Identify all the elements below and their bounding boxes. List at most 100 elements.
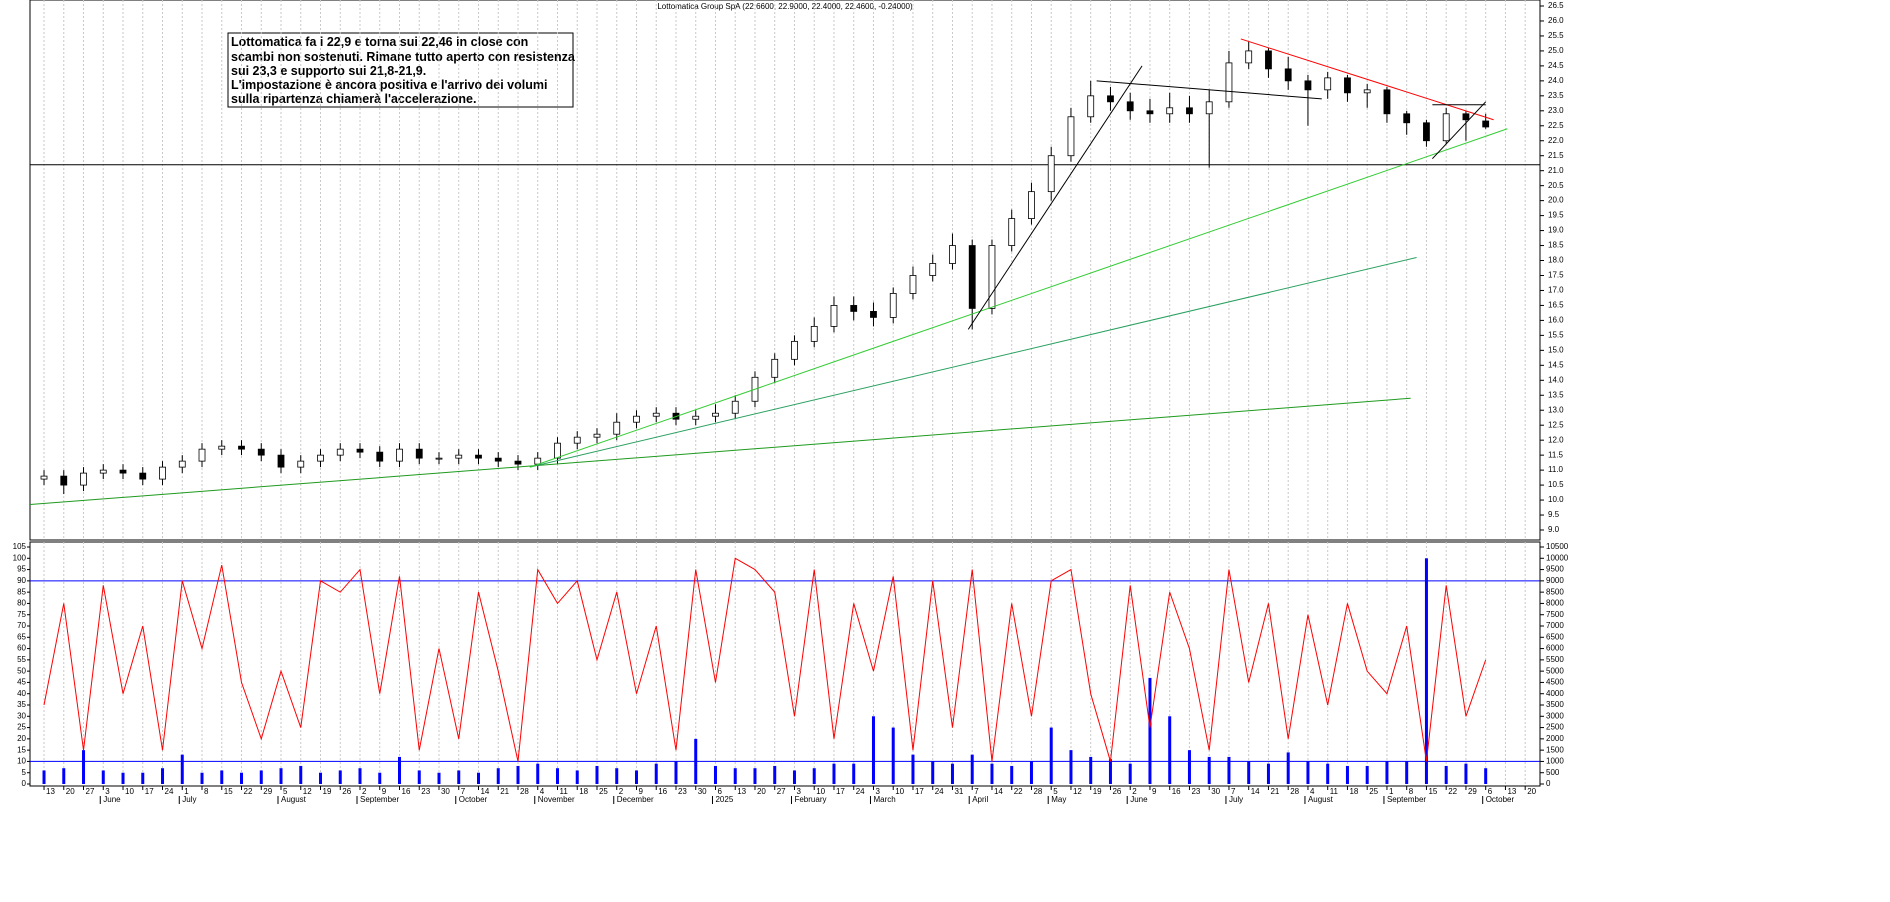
candle-body: [238, 445, 245, 450]
x-tick-label: 8: [1409, 787, 1414, 796]
x-tick-label: 9: [638, 787, 643, 796]
x-tick-label: 28: [1290, 787, 1299, 796]
annotation: sulla ripartenza chiamerà l'accelerazion…: [231, 92, 476, 106]
y-tick-label: 15.5: [1548, 330, 1564, 339]
y2-tick-label: 4000: [1546, 689, 1564, 698]
candle-body: [1205, 101, 1213, 115]
volume-bar: [911, 754, 915, 784]
y-tick-label: 26.0: [1548, 16, 1564, 25]
volume-bar: [358, 768, 362, 784]
candle-body: [1403, 113, 1411, 124]
month-label: September: [1387, 795, 1426, 804]
y-tick-label: 9.0: [1548, 525, 1560, 534]
x-tick-label: 16: [402, 787, 411, 796]
y-tick-label: 24.0: [1548, 76, 1564, 85]
candle-body: [1383, 89, 1391, 115]
x-tick-label: 14: [1251, 787, 1260, 796]
candle-body: [1028, 191, 1035, 219]
volume-bar: [299, 765, 303, 784]
y-tick-label: 0: [22, 779, 27, 788]
month-label: November: [538, 795, 575, 804]
volume-bar: [615, 768, 619, 784]
candle-body: [99, 469, 107, 474]
y-tick-label: 19.5: [1548, 211, 1564, 220]
x-tick-label: 11: [1330, 787, 1339, 796]
y-tick-label: 55: [17, 655, 26, 664]
month-label: June: [103, 795, 121, 804]
y-tick-label: 22.5: [1548, 121, 1564, 130]
x-tick-label: 29: [263, 787, 272, 796]
volume-bar: [437, 772, 441, 784]
y-tick-label: 10.0: [1548, 495, 1564, 504]
x-tick-label: 17: [915, 787, 924, 796]
volume-bar: [319, 772, 323, 784]
y2-tick-label: 7000: [1546, 621, 1564, 630]
candle-body: [277, 454, 285, 468]
volume-bar: [1385, 761, 1389, 784]
candle-body: [257, 448, 265, 456]
y-tick-label: 23.0: [1548, 106, 1564, 115]
volume-bar: [1187, 750, 1191, 784]
month-label: August: [1308, 795, 1334, 804]
y-tick-label: 90: [17, 576, 26, 585]
candle-body: [494, 457, 502, 462]
x-tick-label: 6: [717, 787, 722, 796]
y2-tick-label: 0: [1546, 779, 1551, 788]
trend-line: [1240, 38, 1494, 121]
candle-body: [870, 311, 877, 318]
volume-bar: [1108, 759, 1112, 784]
x-tick-label: 7: [461, 787, 466, 796]
x-tick-label: 19: [323, 787, 332, 796]
volume-bar: [338, 770, 342, 784]
y-tick-label: 80: [17, 599, 26, 608]
candle-body: [1067, 116, 1075, 157]
volume-bar: [1266, 763, 1270, 784]
candle-body: [514, 460, 522, 465]
volume-bar: [832, 763, 836, 784]
candle-body: [1146, 110, 1154, 115]
x-tick-label: 21: [500, 787, 509, 796]
x-tick-label: 29: [1468, 787, 1477, 796]
y-tick-label: 23.5: [1548, 91, 1564, 100]
x-tick-label: 24: [165, 787, 174, 796]
y-tick-label: 24.5: [1548, 61, 1564, 70]
candle-body: [1126, 101, 1134, 112]
candle-body: [968, 245, 976, 309]
x-tick-label: 18: [579, 787, 588, 796]
volume-bar: [279, 768, 283, 784]
candle-body: [613, 421, 621, 435]
y-tick-label: 16.0: [1548, 316, 1564, 325]
volume-bar: [42, 770, 46, 784]
volume-bar: [654, 763, 658, 784]
x-tick-label: 13: [1507, 787, 1516, 796]
x-tick-label: 24: [935, 787, 944, 796]
y2-tick-label: 1000: [1546, 757, 1564, 766]
x-tick-label: 3: [796, 787, 801, 796]
volume-bar: [82, 750, 86, 784]
volume-bar: [62, 768, 66, 784]
candle-body: [652, 412, 660, 417]
candle-body: [1186, 107, 1193, 115]
candle-body: [139, 472, 147, 480]
y2-tick-label: 6500: [1546, 632, 1564, 641]
trend-line: [967, 65, 1143, 330]
volume-bar: [753, 768, 757, 784]
candle-body: [1225, 62, 1233, 103]
y-tick-label: 21.0: [1548, 166, 1564, 175]
x-tick-label: 25: [599, 787, 608, 796]
volume-bar: [457, 770, 461, 784]
candle-body: [692, 415, 700, 420]
x-tick-label: 2: [1132, 787, 1137, 796]
oscillator-line: [43, 557, 1487, 762]
x-tick-label: 4: [1310, 787, 1315, 796]
y2-tick-label: 5500: [1546, 655, 1564, 664]
candle-body: [435, 457, 443, 460]
x-tick-label: 7: [974, 787, 979, 796]
y-tick-label: 11.0: [1548, 465, 1564, 474]
x-tick-label: 23: [1191, 787, 1200, 796]
x-tick-label: 5: [283, 787, 288, 796]
volume-bar: [1365, 765, 1369, 784]
volume-bar: [121, 772, 125, 784]
y-tick-label: 10.5: [1548, 480, 1564, 489]
volume-bar: [1345, 765, 1349, 784]
